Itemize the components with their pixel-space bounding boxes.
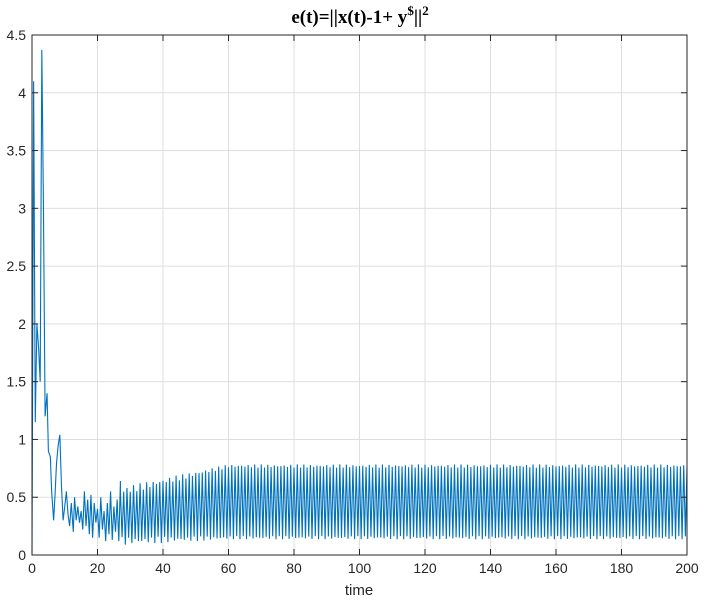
x-tick-label: 80 bbox=[286, 560, 302, 576]
title-prefix: e(t)=||x(t)-1+ y bbox=[291, 7, 407, 28]
y-tick-label: 3 bbox=[18, 200, 26, 216]
x-tick-label: 140 bbox=[479, 560, 503, 576]
y-tick-label: 2.5 bbox=[7, 258, 27, 274]
y-tick-labels: 0 0.5 1 1.5 2 2.5 3 3.5 4 4.5 bbox=[7, 27, 27, 563]
title-suffix: || bbox=[414, 7, 422, 28]
x-tick-label: 60 bbox=[221, 560, 237, 576]
x-tick-label: 200 bbox=[675, 560, 699, 576]
y-tick-label: 1 bbox=[18, 431, 26, 447]
axis-ticks bbox=[31, 34, 688, 556]
x-tick-label: 40 bbox=[155, 560, 171, 576]
chart-title: e(t)=||x(t)-1+ y$||2 bbox=[291, 3, 428, 28]
title-power: 2 bbox=[422, 3, 429, 18]
y-tick-label: 1.5 bbox=[7, 374, 27, 390]
y-tick-label: 0 bbox=[18, 547, 26, 563]
x-tick-label: 0 bbox=[28, 560, 36, 576]
y-tick-label: 0.5 bbox=[7, 489, 27, 505]
y-tick-label: 2 bbox=[18, 316, 26, 332]
y-tick-label: 3.5 bbox=[7, 143, 27, 159]
x-tick-label: 100 bbox=[348, 560, 372, 576]
title-superscript: $ bbox=[407, 3, 414, 18]
y-tick-label: 4.5 bbox=[7, 27, 27, 43]
x-tick-label: 120 bbox=[413, 560, 437, 576]
plot-area bbox=[31, 50, 688, 556]
x-tick-label: 160 bbox=[544, 560, 568, 576]
x-tick-labels: 0 20 40 60 80 100 120 140 160 180 200 bbox=[28, 560, 699, 576]
x-tick-label: 20 bbox=[90, 560, 106, 576]
series-line bbox=[31, 50, 688, 556]
y-tick-label: 4 bbox=[18, 85, 26, 101]
x-tick-label: 180 bbox=[610, 560, 634, 576]
x-axis-label: time bbox=[345, 582, 373, 599]
